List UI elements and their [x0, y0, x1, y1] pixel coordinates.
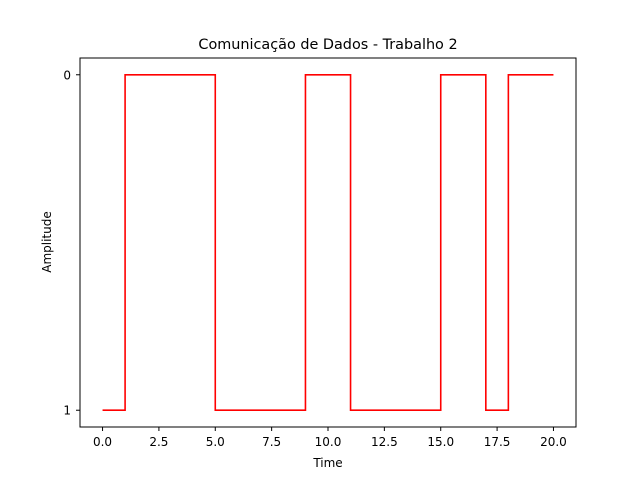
y-tick-label: 1 — [63, 404, 71, 418]
x-axis-label: Time — [312, 456, 342, 470]
y-axis-label: Amplitude — [40, 211, 54, 273]
x-tick-label: 20.0 — [540, 435, 567, 449]
x-tick-label: 12.5 — [371, 435, 398, 449]
x-tick-label: 7.5 — [262, 435, 281, 449]
x-tick-label: 17.5 — [484, 435, 511, 449]
x-tick-label: 10.0 — [315, 435, 342, 449]
y-tick-label: 0 — [63, 68, 71, 82]
x-tick-label: 5.0 — [206, 435, 225, 449]
axes: 0.0 2.5 5.0 7.5 10.0 12.5 15.0 17.5 20.0 0 1 — [63, 57, 577, 449]
x-tick-label: 15.0 — [427, 435, 454, 449]
chart-title: Comunicação de Dados - Trabalho 2 — [198, 37, 457, 53]
x-tick-label: 2.5 — [149, 435, 168, 449]
series-line-0 — [102, 73, 554, 412]
plot-area — [102, 73, 554, 412]
x-tick-label: 0.0 — [93, 435, 112, 449]
